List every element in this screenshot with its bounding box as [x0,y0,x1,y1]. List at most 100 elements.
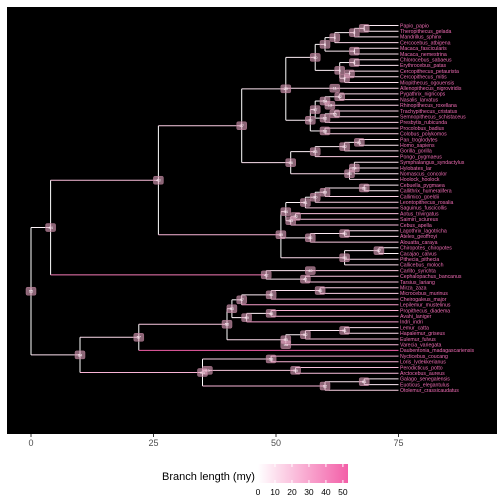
tip-label: Hapalemur_griseus [400,331,445,337]
tip-label: Callimico_goeldii [400,194,439,200]
node-label: 12 [337,94,342,99]
tip-label: Semnopithecus_schistaceus [400,115,466,121]
tip-label: Cercopithecus_mitis [400,75,447,81]
node-label: 64 [78,352,83,357]
node-label: 24 [352,165,357,170]
node-marker [358,24,370,33]
node-marker [349,46,360,56]
node-label: 31 [303,200,308,205]
legend-title: Branch length (my) [162,471,255,483]
legend-tick-label: 30 [304,487,314,497]
node-label: 18 [323,128,328,133]
node-marker [25,286,37,296]
legend-tick-label: 50 [338,487,348,497]
node-label: 29 [323,190,328,195]
tip-label: Mirza_zaza [400,286,427,292]
node-label: 30 [313,195,318,200]
node-label: 44 [48,225,53,230]
tip-label: Perodicticus_potto [400,365,443,371]
node-marker [153,175,164,185]
tip-label: Hylobates_lar [400,166,432,172]
node-label: 37 [377,248,382,253]
node-marker [329,33,341,42]
tip-label: Cercocebus_atbigena [400,40,451,46]
node-label: 60 [205,368,210,373]
tip-label: Propithecus_diadema [400,308,450,314]
node-label: 21 [357,140,362,145]
node-marker [329,83,341,93]
node-marker [339,73,350,83]
node-marker [221,319,233,329]
x-axis: 0 25 50 75 [28,434,404,448]
node-label: 33 [288,218,293,223]
node-marker [305,116,316,125]
node-marker [290,366,301,375]
node-label: 28 [362,185,367,190]
node-marker [329,109,341,119]
node-marker [265,290,277,300]
tip-label: Rhinopithecus_roxellana [400,103,457,109]
node-label: 13 [328,103,333,108]
tip-label: Procolobus_badius [400,126,445,132]
node-label: 35 [342,231,347,236]
tip-label: Pygathrix_nigricops [400,92,446,98]
tip-label: Hoolock_hoolock [400,177,440,183]
node-label: 23 [313,149,318,154]
node-marker [265,309,277,318]
node-marker [197,368,208,377]
tip-label: Saimiri_sciureus [400,217,438,223]
tip-label: Nomascus_concolor [400,172,447,178]
node-label: 3 [334,35,337,40]
tip-label: Cebus_apella [400,223,432,229]
node-marker [314,286,326,295]
node-label: 5 [324,42,327,47]
tip-label: Ateles_geoffroyi [400,234,437,240]
tip-label: Chlorocebus_sabaeus [400,58,452,64]
node-label: 57 [137,335,142,340]
node-label: 50 [230,306,235,311]
node-marker [309,53,321,62]
node-marker [309,147,321,156]
x-tick-label: 25 [148,438,158,448]
node-label: 34 [284,209,289,214]
tip-label: Varecia_variegata [400,343,442,349]
tip-label: Macaca_nemestrina [400,52,447,58]
tip-label: Carlito_syrichta [400,268,436,274]
tip-label: Aotus_trivirgatus [400,211,439,217]
tip-label: Lepilemur_mustelinus [400,303,451,309]
node-label: 25 [347,171,352,176]
legend-tick-label: 0 [256,487,261,497]
node-marker [275,230,287,239]
node-marker [358,377,370,386]
node-label: 22 [342,144,347,149]
tip-label: Cebuella_pygmaea [400,183,445,189]
node-layer: 1234567891011121314151617181920212223242… [25,24,385,391]
node-marker [339,142,350,151]
tip-label: Macaca_fascicularis [400,46,447,52]
node-marker [300,274,311,284]
tip-label: Nasalis_larvatus [400,97,438,103]
node-label: 59 [293,368,298,373]
tip-label: Trachypithecus_cristatus [400,109,458,115]
node-marker [45,223,56,232]
node-label: 19 [308,118,313,123]
node-label: 9 [339,68,342,73]
x-tick-label: 75 [393,438,403,448]
node-label: 17 [313,107,318,112]
tip-label: Erythrocebus_patas [400,63,447,69]
node-marker [300,330,311,339]
node-marker [339,229,350,238]
node-marker [226,304,238,313]
node-label: 52 [303,332,308,337]
node-marker [319,40,331,49]
node-label: 7 [348,71,351,76]
branch-layer [30,25,399,391]
node-marker [236,121,247,130]
node-label: 58 [269,356,274,361]
node-label: 36 [308,235,313,240]
node-marker [339,253,350,263]
tip-label: Cheirogaleus_major [400,297,447,303]
node-label: 1 [363,26,366,31]
tip-label: Pongo_pygmaeus [400,154,442,160]
tip-label: Cercopithecus_petaurista [400,69,459,75]
